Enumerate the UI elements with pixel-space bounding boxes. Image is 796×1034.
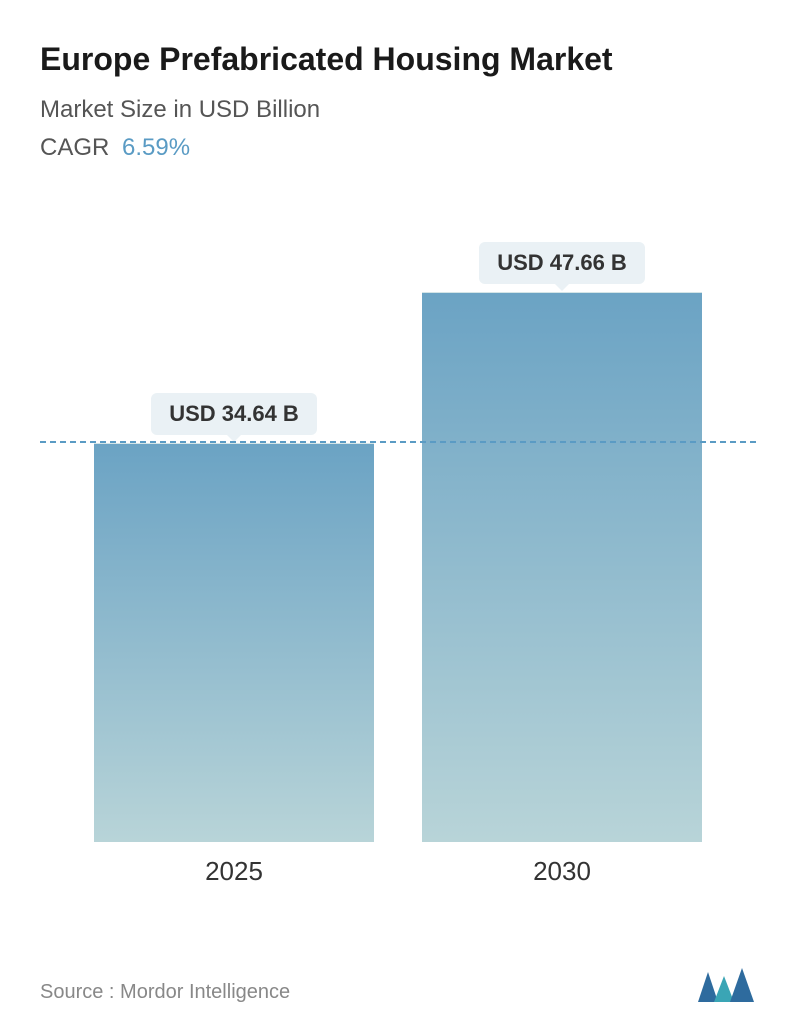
bar-year-label: 2025: [94, 856, 374, 887]
brand-logo-icon: [696, 964, 756, 1004]
bar-group: USD 47.66 B2030: [422, 242, 702, 842]
cagr-value: 6.59%: [122, 134, 190, 161]
source-text: Source : Mordor Intelligence: [40, 981, 290, 1004]
cagr-label: CAGR: [40, 134, 109, 161]
bars-container: USD 34.64 B2025USD 47.66 B2030: [40, 242, 756, 842]
bar-year-label: 2030: [422, 856, 702, 887]
bar: [422, 292, 702, 842]
bar-value-label: USD 34.64 B: [151, 393, 317, 435]
chart-footer: Source : Mordor Intelligence: [40, 964, 756, 1004]
bar: [94, 443, 374, 843]
chart-subtitle: Market Size in USD Billion: [40, 96, 756, 124]
chart-area: USD 34.64 B2025USD 47.66 B2030: [40, 212, 756, 892]
chart-title: Europe Prefabricated Housing Market: [40, 40, 756, 78]
reference-line: [40, 441, 756, 443]
cagr-line: CAGR 6.59%: [40, 134, 756, 162]
bar-value-label: USD 47.66 B: [479, 242, 645, 284]
bar-group: USD 34.64 B2025: [94, 393, 374, 843]
